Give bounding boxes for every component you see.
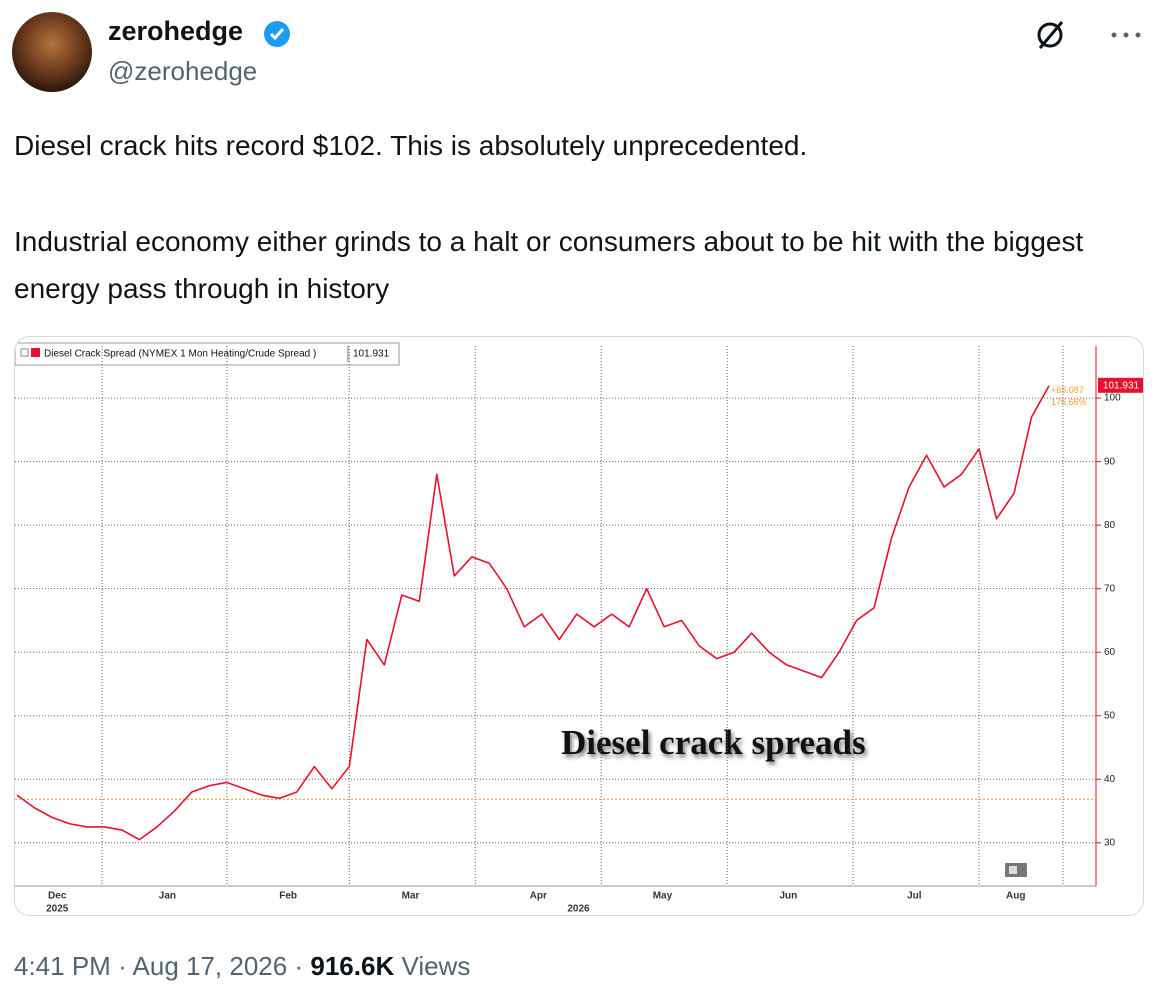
- top-icons: [1037, 21, 1141, 49]
- last-value-label: 101.931: [1103, 380, 1140, 391]
- annotation: Diesel crack spreads: [561, 723, 866, 762]
- more-icon[interactable]: [1111, 32, 1141, 38]
- data-line: [16, 385, 1050, 841]
- x-tick-label: Jun: [779, 891, 797, 902]
- last-value-box: [1098, 377, 1143, 393]
- y-tick-label: 30: [1104, 837, 1116, 848]
- y-tick-label: 60: [1104, 647, 1116, 658]
- legend-value: 101.931: [353, 349, 390, 360]
- x-tick-label: Jul: [907, 891, 922, 902]
- post-meta: 4:41 PM · Aug 17, 2026 · 916.6K Views: [14, 951, 470, 982]
- x-year-label: 2025: [46, 904, 69, 915]
- post-time[interactable]: 4:41 PM: [14, 951, 111, 981]
- views-label: Views: [401, 951, 471, 981]
- handle[interactable]: @zerohedge: [108, 56, 258, 86]
- x-tick-label: Jan: [159, 891, 176, 902]
- separator: ·: [118, 951, 127, 981]
- y-tick-label: 40: [1104, 774, 1116, 785]
- y-tick-label: 80: [1104, 520, 1116, 531]
- x-tick-label: May: [653, 891, 673, 902]
- y-tick-label: 90: [1104, 456, 1116, 467]
- y-tick-label: 100: [1104, 393, 1121, 404]
- separator: ·: [294, 951, 304, 981]
- x-tick-label: Feb: [279, 891, 297, 902]
- x-tick-label: Dec: [48, 891, 67, 902]
- y-tick-label: 70: [1104, 583, 1116, 594]
- grok-icon[interactable]: [1037, 22, 1063, 48]
- x-tick-label: Mar: [402, 891, 420, 902]
- x-tick-label: Aug: [1006, 891, 1025, 902]
- chart: Diesel Crack Spread (NYMEX 1 Mon Heating…: [15, 337, 1143, 915]
- post-text: Diesel crack hits record $102. This is a…: [14, 130, 808, 161]
- display-name[interactable]: zerohedge: [108, 16, 244, 46]
- y-tick-label: 50: [1104, 710, 1116, 721]
- x-tick-label: Apr: [530, 891, 547, 902]
- change-label: +65.087: [1051, 385, 1084, 395]
- verified-badge: [264, 21, 290, 47]
- legend-entry: Diesel Crack Spread (NYMEX 1 Mon Heating…: [44, 349, 316, 360]
- view-count: 916.6K: [310, 951, 395, 981]
- post-date[interactable]: Aug 17, 2026: [132, 951, 288, 981]
- x-year-label: 2026: [567, 904, 590, 915]
- chart-image[interactable]: Diesel Crack Spread (NYMEX 1 Mon Heating…: [14, 336, 1144, 916]
- avatar[interactable]: [12, 12, 92, 92]
- change-pct-label: 176.66%: [1051, 397, 1087, 407]
- post-text: Industrial economy either grinds to a ha…: [14, 226, 1084, 304]
